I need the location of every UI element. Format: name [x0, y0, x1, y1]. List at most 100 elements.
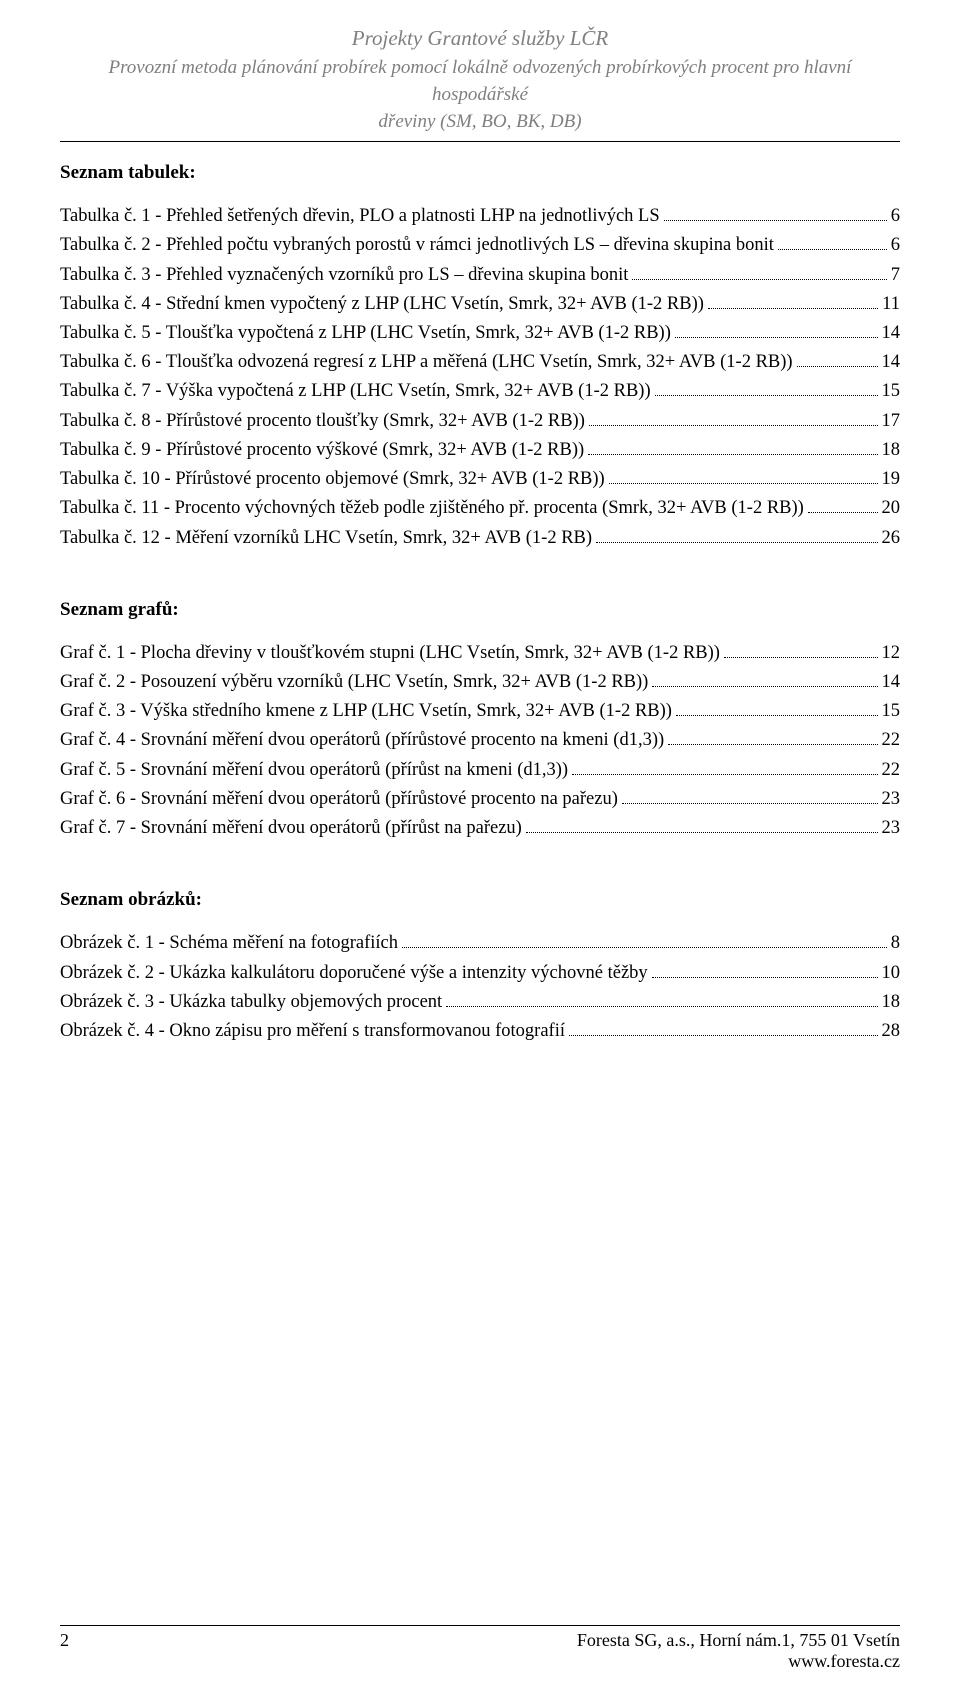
toc-table-entry: Tabulka č. 10 - Přírůstové procento obje… [60, 465, 900, 494]
toc-graph-entry: Graf č. 7 - Srovnání měření dvou operáto… [60, 814, 900, 843]
toc-table-label: Tabulka č. 12 - Měření vzorníků LHC Vset… [60, 524, 592, 553]
toc-dots [778, 249, 887, 250]
toc-table-label: Tabulka č. 11 - Procento výchovných těže… [60, 494, 804, 523]
toc-graph-page: 22 [882, 756, 901, 785]
header-subtitle-line-1: Provozní metoda plánování probírek pomoc… [60, 55, 900, 108]
toc-figure-label: Obrázek č. 1 - Schéma měření na fotograf… [60, 929, 398, 958]
toc-graph-entry: Graf č. 5 - Srovnání měření dvou operáto… [60, 756, 900, 785]
footer-page-number: 2 [60, 1630, 69, 1672]
toc-dots [632, 279, 886, 280]
toc-table-page: 15 [882, 377, 901, 406]
toc-figure-entry: Obrázek č. 4 - Okno zápisu pro měření s … [60, 1017, 900, 1046]
toc-graph-label: Graf č. 3 - Výška středního kmene z LHP … [60, 697, 672, 726]
toc-dots [655, 395, 878, 396]
toc-table-label: Tabulka č. 1 - Přehled šetřených dřevin,… [60, 202, 660, 231]
toc-graph-label: Graf č. 1 - Plocha dřeviny v tloušťkovém… [60, 639, 720, 668]
toc-dots [609, 483, 878, 484]
toc-table-label: Tabulka č. 2 - Přehled počtu vybraných p… [60, 231, 774, 260]
toc-figure-label: Obrázek č. 4 - Okno zápisu pro měření s … [60, 1017, 565, 1046]
toc-graph-entry: Graf č. 4 - Srovnání měření dvou operáto… [60, 726, 900, 755]
toc-figure-entry: Obrázek č. 1 - Schéma měření na fotograf… [60, 929, 900, 958]
toc-dots [808, 512, 878, 513]
toc-table-entry: Tabulka č. 12 - Měření vzorníků LHC Vset… [60, 524, 900, 553]
toc-dots [668, 744, 877, 745]
toc-table-entry: Tabulka č. 8 - Přírůstové procento tlouš… [60, 407, 900, 436]
toc-table-entry: Tabulka č. 3 - Přehled vyznačených vzorn… [60, 261, 900, 290]
toc-table-page: 14 [882, 319, 901, 348]
toc-graph-label: Graf č. 7 - Srovnání měření dvou operáto… [60, 814, 522, 843]
toc-dots [596, 542, 877, 543]
tables-heading: Seznam tabulek: [60, 162, 900, 184]
toc-table-entry: Tabulka č. 7 - Výška vypočtená z LHP (LH… [60, 377, 900, 406]
toc-dots [589, 425, 878, 426]
page: Projekty Grantové služby LČR Provozní me… [0, 0, 960, 1694]
toc-graph-page: 23 [882, 785, 901, 814]
footer-row: 2 Foresta SG, a.s., Horní nám.1, 755 01 … [60, 1630, 900, 1672]
toc-graph-label: Graf č. 5 - Srovnání měření dvou operáto… [60, 756, 568, 785]
toc-dots [446, 1006, 877, 1007]
toc-graph-page: 23 [882, 814, 901, 843]
toc-figures: Obrázek č. 1 - Schéma měření na fotograf… [60, 929, 900, 1046]
toc-table-label: Tabulka č. 4 - Střední kmen vypočtený z … [60, 290, 704, 319]
toc-table-entry: Tabulka č. 5 - Tloušťka vypočtená z LHP … [60, 319, 900, 348]
footer-right: Foresta SG, a.s., Horní nám.1, 755 01 Vs… [577, 1630, 900, 1672]
toc-graph-entry: Graf č. 3 - Výška středního kmene z LHP … [60, 697, 900, 726]
toc-dots [526, 832, 878, 833]
toc-table-page: 20 [882, 494, 901, 523]
toc-figure-page: 18 [882, 988, 901, 1017]
toc-dots [569, 1035, 878, 1036]
footer-divider [60, 1625, 900, 1626]
toc-figure-label: Obrázek č. 3 - Ukázka tabulky objemových… [60, 988, 442, 1017]
toc-table-page: 26 [882, 524, 901, 553]
toc-table-entry: Tabulka č. 1 - Přehled šetřených dřevin,… [60, 202, 900, 231]
toc-dots [797, 366, 878, 367]
toc-figure-label: Obrázek č. 2 - Ukázka kalkulátoru doporu… [60, 959, 648, 988]
toc-table-page: 19 [882, 465, 901, 494]
figures-heading: Seznam obrázků: [60, 889, 900, 911]
toc-figure-page: 8 [891, 929, 900, 958]
toc-table-entry: Tabulka č. 6 - Tloušťka odvozená regresí… [60, 348, 900, 377]
toc-dots [676, 715, 878, 716]
toc-table-entry: Tabulka č. 11 - Procento výchovných těže… [60, 494, 900, 523]
toc-table-label: Tabulka č. 7 - Výška vypočtená z LHP (LH… [60, 377, 651, 406]
toc-dots [652, 977, 878, 978]
header-project-title: Projekty Grantové služby LČR [60, 24, 900, 53]
toc-graph-entry: Graf č. 1 - Plocha dřeviny v tloušťkovém… [60, 639, 900, 668]
footer-company: Foresta SG, a.s., Horní nám.1, 755 01 Vs… [577, 1630, 900, 1651]
toc-table-label: Tabulka č. 8 - Přírůstové procento tlouš… [60, 407, 585, 436]
graphs-heading: Seznam grafů: [60, 599, 900, 621]
toc-table-page: 6 [891, 202, 900, 231]
toc-graph-entry: Graf č. 6 - Srovnání měření dvou operáto… [60, 785, 900, 814]
toc-dots [588, 454, 877, 455]
toc-table-entry: Tabulka č. 9 - Přírůstové procento výško… [60, 436, 900, 465]
page-footer: 2 Foresta SG, a.s., Horní nám.1, 755 01 … [60, 1625, 900, 1672]
toc-table-entry: Tabulka č. 4 - Střední kmen vypočtený z … [60, 290, 900, 319]
toc-graph-page: 15 [882, 697, 901, 726]
toc-table-label: Tabulka č. 3 - Přehled vyznačených vzorn… [60, 261, 628, 290]
toc-tables: Tabulka č. 1 - Přehled šetřených dřevin,… [60, 202, 900, 553]
toc-dots [572, 774, 877, 775]
toc-graph-entry: Graf č. 2 - Posouzení výběru vzorníků (L… [60, 668, 900, 697]
toc-graph-label: Graf č. 4 - Srovnání měření dvou operáto… [60, 726, 664, 755]
toc-table-label: Tabulka č. 5 - Tloušťka vypočtená z LHP … [60, 319, 671, 348]
toc-dots [402, 947, 887, 948]
toc-dots [622, 803, 878, 804]
toc-dots [652, 686, 877, 687]
toc-table-entry: Tabulka č. 2 - Přehled počtu vybraných p… [60, 231, 900, 260]
toc-dots [675, 337, 878, 338]
header-divider [60, 141, 900, 142]
toc-dots [724, 657, 878, 658]
toc-figure-page: 10 [882, 959, 901, 988]
toc-graph-page: 22 [882, 726, 901, 755]
toc-graphs: Graf č. 1 - Plocha dřeviny v tloušťkovém… [60, 639, 900, 844]
toc-table-page: 6 [891, 231, 900, 260]
toc-table-page: 11 [882, 290, 900, 319]
toc-graph-label: Graf č. 6 - Srovnání měření dvou operáto… [60, 785, 618, 814]
toc-graph-label: Graf č. 2 - Posouzení výběru vzorníků (L… [60, 668, 648, 697]
toc-table-label: Tabulka č. 6 - Tloušťka odvozená regresí… [60, 348, 793, 377]
toc-figure-page: 28 [882, 1017, 901, 1046]
toc-graph-page: 14 [882, 668, 901, 697]
header-subtitle-line-2: dřeviny (SM, BO, BK, DB) [60, 109, 900, 136]
page-header: Projekty Grantové služby LČR Provozní me… [60, 24, 900, 135]
toc-dots [708, 308, 878, 309]
